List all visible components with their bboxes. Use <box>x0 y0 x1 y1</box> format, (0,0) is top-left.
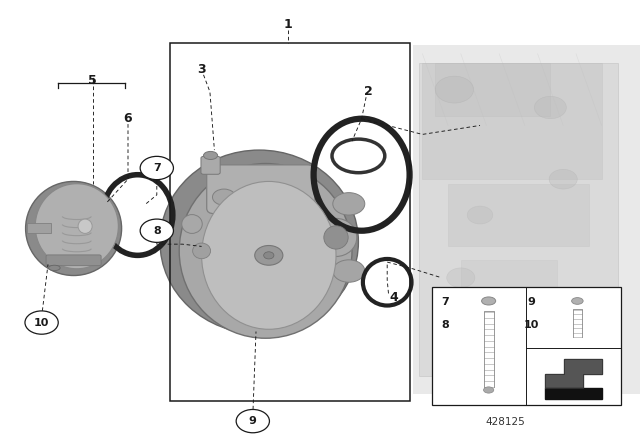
Text: 3: 3 <box>197 63 206 76</box>
Text: 7: 7 <box>153 163 161 173</box>
Text: 8: 8 <box>441 320 449 330</box>
Circle shape <box>447 268 475 288</box>
Text: 9: 9 <box>249 416 257 426</box>
FancyBboxPatch shape <box>207 165 315 214</box>
FancyBboxPatch shape <box>201 156 220 174</box>
FancyBboxPatch shape <box>413 45 640 394</box>
Text: 9: 9 <box>527 297 535 307</box>
Bar <box>448 184 589 246</box>
Text: 8: 8 <box>153 226 161 236</box>
Ellipse shape <box>482 297 496 305</box>
Text: 6: 6 <box>124 112 132 125</box>
Text: 10: 10 <box>34 318 49 327</box>
Circle shape <box>236 409 269 433</box>
Ellipse shape <box>182 215 202 233</box>
Ellipse shape <box>193 243 211 258</box>
Text: 1: 1 <box>284 18 292 31</box>
Circle shape <box>333 260 365 282</box>
Circle shape <box>212 189 236 205</box>
Text: 5: 5 <box>88 74 97 87</box>
Circle shape <box>333 193 365 215</box>
Circle shape <box>264 252 274 259</box>
Ellipse shape <box>78 219 92 233</box>
Ellipse shape <box>49 265 60 271</box>
Circle shape <box>549 169 577 189</box>
FancyBboxPatch shape <box>419 63 618 376</box>
Circle shape <box>255 246 283 265</box>
Bar <box>170 43 410 401</box>
Text: 4: 4 <box>389 291 398 305</box>
Ellipse shape <box>572 297 583 304</box>
Bar <box>432 287 621 405</box>
Ellipse shape <box>324 226 348 249</box>
Circle shape <box>140 156 173 180</box>
Bar <box>435 63 550 116</box>
Ellipse shape <box>26 181 122 276</box>
Circle shape <box>534 96 566 119</box>
Text: 10: 10 <box>524 320 539 330</box>
Polygon shape <box>545 388 602 399</box>
Ellipse shape <box>484 387 494 393</box>
Bar <box>422 63 602 179</box>
Ellipse shape <box>204 151 218 159</box>
Ellipse shape <box>160 150 358 334</box>
Bar <box>27 223 51 233</box>
Ellipse shape <box>35 184 118 269</box>
Circle shape <box>25 311 58 334</box>
Bar <box>461 260 557 314</box>
Text: 7: 7 <box>441 297 449 307</box>
FancyBboxPatch shape <box>46 255 101 266</box>
Ellipse shape <box>202 181 336 329</box>
Ellipse shape <box>315 219 357 256</box>
Ellipse shape <box>179 164 352 338</box>
Circle shape <box>467 206 493 224</box>
Text: 428125: 428125 <box>486 417 525 427</box>
Polygon shape <box>545 359 602 388</box>
Circle shape <box>435 76 474 103</box>
Text: 2: 2 <box>364 85 372 99</box>
Circle shape <box>140 219 173 242</box>
